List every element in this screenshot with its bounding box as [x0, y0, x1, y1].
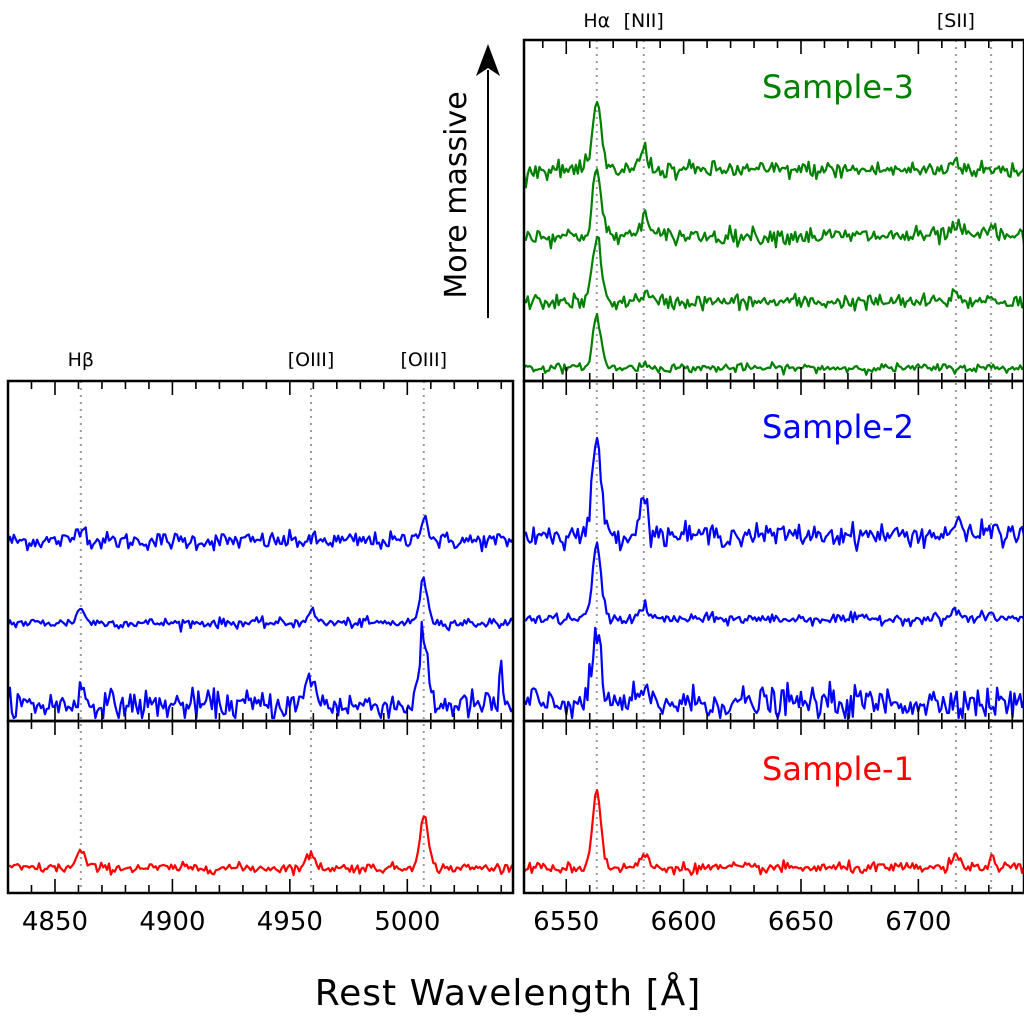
spectrum-line	[523, 313, 1024, 376]
spectrum-line	[6, 620, 514, 720]
x-tick-label: 4950	[257, 907, 323, 937]
emission-line-label: [OIII]	[288, 349, 335, 371]
x-tick-label: 4850	[22, 907, 88, 937]
emission-line-label: [OIII]	[400, 349, 447, 371]
spectrum-line	[523, 436, 1024, 552]
x-tick-label: 6650	[768, 907, 834, 937]
spectrum-line	[523, 168, 1024, 250]
sample-label: Sample-3	[762, 68, 914, 106]
spectrum-line	[523, 789, 1024, 876]
sample-label: Sample-2	[762, 408, 914, 446]
annotation-text: More massive	[439, 91, 474, 298]
panel-hbeta-oiii: Hβ [OIII] [OIII] 4850 4900 4950 5000	[6, 349, 515, 937]
spectrum-line	[6, 576, 514, 633]
spectrum-line	[523, 626, 1024, 720]
spectrum-line	[522, 100, 1024, 189]
x-tick-label: 6700	[885, 907, 951, 937]
more-massive-annotation: More massive	[439, 44, 500, 318]
spectrum-line	[6, 514, 514, 553]
sample-label: Sample-1	[762, 750, 914, 788]
panel-frame	[522, 719, 1024, 895]
panel-frame	[6, 719, 515, 895]
panel-frame	[6, 379, 515, 723]
spectrum-line	[523, 235, 1024, 312]
x-tick-label: 4900	[139, 907, 205, 937]
x-tick-label: 5000	[374, 907, 440, 937]
arrow-head-icon	[476, 44, 500, 76]
spectrum-line	[523, 541, 1024, 628]
emission-line-label: Hα	[583, 10, 610, 32]
panel-halpha-nii-sii: Hα [NII] [SII] Sample-3 Sample-2 Sample-1 6550…	[522, 10, 1024, 937]
x-tick-label: 6600	[651, 907, 717, 937]
x-axis-label: Rest Wavelength [Å]	[315, 971, 702, 1014]
x-tick-label: 6550	[533, 907, 599, 937]
emission-line-label: [SII]	[937, 10, 975, 32]
emission-line-label: Hβ	[68, 349, 94, 371]
spectrum-line	[7, 815, 514, 877]
emission-line-label: [NII]	[624, 10, 664, 32]
